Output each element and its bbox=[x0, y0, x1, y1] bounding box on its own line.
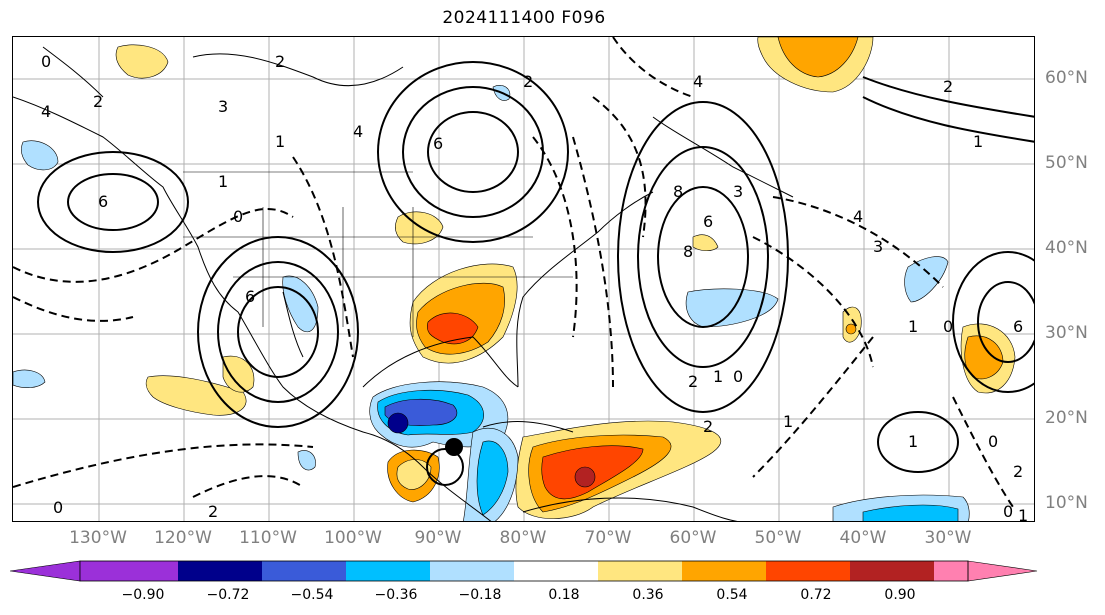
contour-label: 6 bbox=[245, 287, 255, 306]
lat-label: 30°N bbox=[1045, 323, 1088, 343]
map-panel: 0 2 4 6 3 1 6 2 4 8 6 3 2 1 0 1 2 3 4 6 … bbox=[12, 36, 1035, 522]
map-title: 2024111400 F096 bbox=[442, 8, 606, 28]
contour-label: 8 bbox=[673, 182, 683, 201]
contour-label: 1 bbox=[275, 132, 285, 151]
colorbar-segment bbox=[682, 561, 766, 581]
colorbar-tick: 0.18 bbox=[548, 587, 580, 603]
colorbar-tick: −0.72 bbox=[206, 587, 250, 603]
contour-label: 0 bbox=[233, 207, 243, 226]
contour-label: 0 bbox=[733, 367, 743, 386]
lon-label: 120°W bbox=[154, 528, 212, 548]
contour-label: 1 bbox=[783, 412, 793, 431]
colorbar-tick: 0.90 bbox=[884, 587, 916, 603]
contour-label: 0 bbox=[943, 317, 953, 336]
borders bbox=[183, 171, 573, 337]
contours-negative bbox=[13, 37, 1014, 508]
colorbar-segment bbox=[346, 561, 430, 581]
storm-center-marker bbox=[445, 438, 463, 456]
contour-label: 6 bbox=[98, 192, 108, 211]
lon-label: 110°W bbox=[239, 528, 297, 548]
lat-label: 40°N bbox=[1045, 238, 1088, 258]
contour-label: 4 bbox=[353, 122, 363, 141]
contour-label: 2 bbox=[93, 92, 103, 111]
colorbar-segment bbox=[598, 561, 682, 581]
lat-label: 60°N bbox=[1045, 68, 1088, 88]
contour-label: 2 bbox=[208, 502, 218, 521]
contour-label: 1 bbox=[908, 317, 918, 336]
contour-label: 0 bbox=[988, 432, 998, 451]
contour-label: 2 bbox=[943, 77, 953, 96]
contour-label: 3 bbox=[733, 182, 743, 201]
contour-label: 1 bbox=[908, 432, 918, 451]
contour-label: 0 bbox=[1003, 502, 1013, 521]
contour-label: 8 bbox=[683, 242, 693, 261]
colorbar-segment bbox=[178, 561, 262, 581]
lon-label: 50°W bbox=[754, 528, 802, 548]
colorbar bbox=[10, 560, 1038, 582]
contour-label: 1 bbox=[1018, 506, 1028, 522]
forecast-map: 0 2 4 6 3 1 6 2 4 8 6 3 2 1 0 1 2 3 4 6 … bbox=[13, 37, 1034, 522]
lon-label: 30°W bbox=[924, 528, 972, 548]
contour-label: 6 bbox=[1013, 317, 1023, 336]
contour-label: 2 bbox=[523, 72, 533, 91]
lon-label: 80°W bbox=[499, 528, 547, 548]
colorbar-segment bbox=[514, 561, 598, 581]
contour-label: 6 bbox=[703, 212, 713, 231]
lon-label: 70°W bbox=[584, 528, 632, 548]
contour-label: 4 bbox=[41, 102, 51, 121]
contour-label: 2 bbox=[275, 52, 285, 71]
coastlines bbox=[13, 46, 794, 521]
colorbar-tick: 0.36 bbox=[632, 587, 664, 603]
lon-label: 40°W bbox=[839, 528, 887, 548]
contour-label: 6 bbox=[433, 134, 443, 153]
contour-label: 2 bbox=[703, 417, 713, 436]
lon-label: 100°W bbox=[324, 528, 382, 548]
lat-label: 50°N bbox=[1045, 153, 1088, 173]
colorbar-tick: −0.54 bbox=[290, 587, 334, 603]
contour-label: 3 bbox=[873, 237, 883, 256]
contour-label: 2 bbox=[688, 372, 698, 391]
contour-label: 1 bbox=[973, 132, 983, 151]
contours-positive bbox=[37, 61, 1034, 486]
shaded-field bbox=[13, 37, 1016, 521]
colorbar-tick: −0.90 bbox=[121, 587, 165, 603]
contour-label: 1 bbox=[218, 172, 228, 191]
colorbar-tick: 0.72 bbox=[800, 587, 832, 603]
colorbar-under-arrow bbox=[10, 560, 81, 582]
lat-label: 20°N bbox=[1045, 408, 1088, 428]
colorbar-segment bbox=[430, 561, 514, 581]
colorbar-segment bbox=[80, 561, 178, 581]
contour-label: 4 bbox=[693, 72, 703, 91]
lat-label: 10°N bbox=[1045, 493, 1088, 513]
lon-label: 130°W bbox=[69, 528, 127, 548]
lon-label: 60°W bbox=[669, 528, 717, 548]
colorbar-segment bbox=[934, 561, 968, 581]
colorbar-segment bbox=[262, 561, 346, 581]
colorbar-segment bbox=[850, 561, 934, 581]
contour-label: 1 bbox=[713, 367, 723, 386]
colorbar-tick: −0.36 bbox=[374, 587, 418, 603]
contour-label: 4 bbox=[853, 207, 863, 226]
contour-label: 3 bbox=[218, 97, 228, 116]
lon-label: 90°W bbox=[414, 528, 462, 548]
contour-label: 0 bbox=[41, 52, 51, 71]
colorbar-tick: −0.18 bbox=[458, 587, 502, 603]
contour-label: 0 bbox=[53, 498, 63, 517]
colorbar-segment bbox=[766, 561, 850, 581]
colorbar-over-arrow bbox=[967, 560, 1038, 582]
contour-label: 2 bbox=[1013, 462, 1023, 481]
colorbar-tick: 0.54 bbox=[716, 587, 748, 603]
contour-labels: 0 2 4 6 3 1 6 2 4 8 6 3 2 1 0 1 2 3 4 6 … bbox=[41, 52, 1028, 522]
